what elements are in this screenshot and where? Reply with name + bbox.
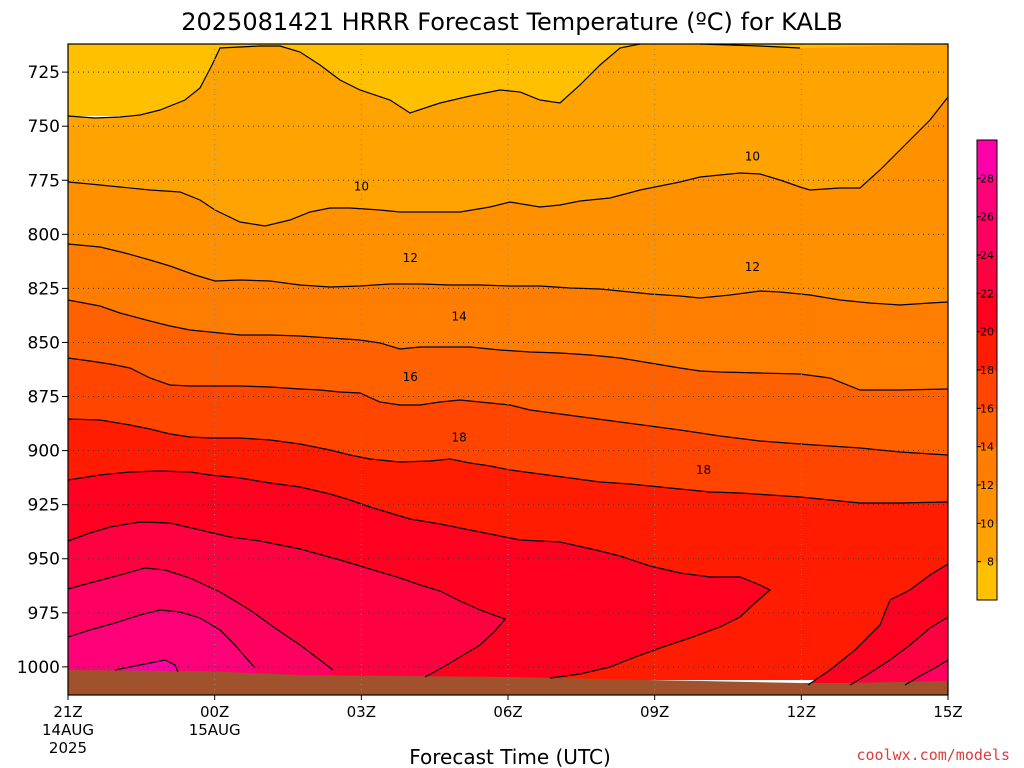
colorbar-segment [977, 140, 997, 179]
colorbar-segment [977, 255, 997, 294]
x-axis-title: Forecast Time (UTC) [409, 745, 611, 768]
colorbar-tick-label: 28 [980, 172, 994, 185]
colorbar-tick-label: 18 [980, 364, 994, 377]
x-tick-label: 03Z [347, 703, 376, 721]
colorbar-tick-label: 10 [980, 517, 994, 530]
contour-label: 18 [451, 431, 466, 445]
contour-10 [67, 96, 949, 227]
colorbar-segment [977, 523, 997, 563]
colorbar-segment [977, 331, 997, 371]
contour-label: 12 [403, 251, 418, 265]
y-tick-label: 975 [28, 604, 60, 624]
colorbar-tick-label: 22 [980, 287, 994, 300]
contour-20 [67, 470, 949, 686]
contour-label: 10 [745, 149, 760, 163]
x-tick-label: 14AUG [42, 721, 94, 739]
x-tick-label: 15Z [933, 703, 962, 721]
colorbar-tick-label: 20 [980, 326, 994, 339]
x-tick-label: 21Z [53, 703, 82, 721]
colorbar-segment [977, 561, 997, 601]
y-tick-label: 950 [28, 550, 60, 570]
colorbar-tick-label: 26 [980, 211, 994, 224]
colorbar-tick-label: 12 [980, 479, 994, 492]
surface-terrain [68, 670, 948, 695]
y-tick-label: 1000 [17, 658, 60, 678]
y-tick-label: 825 [28, 279, 60, 299]
plot-area: 10 10 12 12 14 16 18 18 [67, 43, 949, 696]
contour-label: 16 [403, 370, 418, 384]
band-28-30 [115, 660, 178, 673]
band-14-16 [68, 300, 948, 455]
temperature-bands [68, 44, 948, 695]
contour-12 [67, 243, 949, 306]
colorbar-tick-label: 16 [980, 402, 994, 415]
contour-8 [67, 43, 801, 119]
contour-24 [67, 567, 949, 686]
colorbar-segment [977, 178, 997, 218]
y-tick-label: 850 [28, 333, 60, 353]
colorbar: 8 10 12 14 16 18 20 22 24 26 28 [976, 139, 998, 601]
contour-label: 14 [451, 310, 466, 324]
y-tick-label: 775 [28, 171, 60, 191]
y-tick-label: 900 [28, 442, 60, 462]
contour-14 [67, 299, 949, 391]
x-tick-label: 00Z [200, 703, 229, 721]
y-tick-label: 875 [28, 388, 60, 408]
x-tick-label: 15AUG [189, 721, 241, 739]
colorbar-segment [977, 446, 997, 486]
contour-18 [67, 418, 949, 504]
contour-lines [67, 43, 949, 686]
y-tick-label: 750 [28, 117, 60, 137]
band-12-14 [68, 244, 948, 390]
credit-text: coolwx.com/models [856, 746, 1010, 764]
contour-26 [67, 609, 256, 669]
contour-label: 10 [354, 180, 369, 194]
contour-label: 12 [745, 260, 760, 274]
colorbar-segment [977, 293, 997, 333]
contour-labels: 10 10 12 12 14 16 18 18 [354, 149, 760, 477]
chart-title: 2025081421 HRRR Forecast Temperature (ºC… [181, 8, 843, 36]
y-tick-label: 725 [28, 63, 60, 83]
x-tick-label: 06Z [493, 703, 522, 721]
colorbar-tick-label: 8 [987, 556, 994, 569]
contour-22 [67, 521, 949, 686]
x-tick-label: 09Z [640, 703, 669, 721]
band-26-28 [68, 610, 255, 676]
contour-28 [114, 659, 179, 673]
colorbar-segment [977, 485, 997, 524]
y-tick-label: 800 [28, 225, 60, 245]
y-axis: 725 750 775 800 825 850 875 900 925 950 975 1000 [17, 63, 68, 678]
band-16-18 [68, 358, 948, 503]
colorbar-tick-label: 14 [980, 441, 994, 454]
colorbar-segment [977, 408, 997, 448]
x-tick-label: 12Z [787, 703, 816, 721]
colorbar-segment [977, 370, 997, 409]
contour-label: 18 [696, 463, 711, 477]
contour-16 [67, 357, 949, 456]
x-tick-label: 2025 [49, 739, 87, 757]
band-10-12 [68, 97, 948, 305]
colorbar-tick-label: 24 [980, 249, 994, 262]
colorbar-segment [977, 216, 997, 256]
y-tick-label: 925 [28, 496, 60, 516]
